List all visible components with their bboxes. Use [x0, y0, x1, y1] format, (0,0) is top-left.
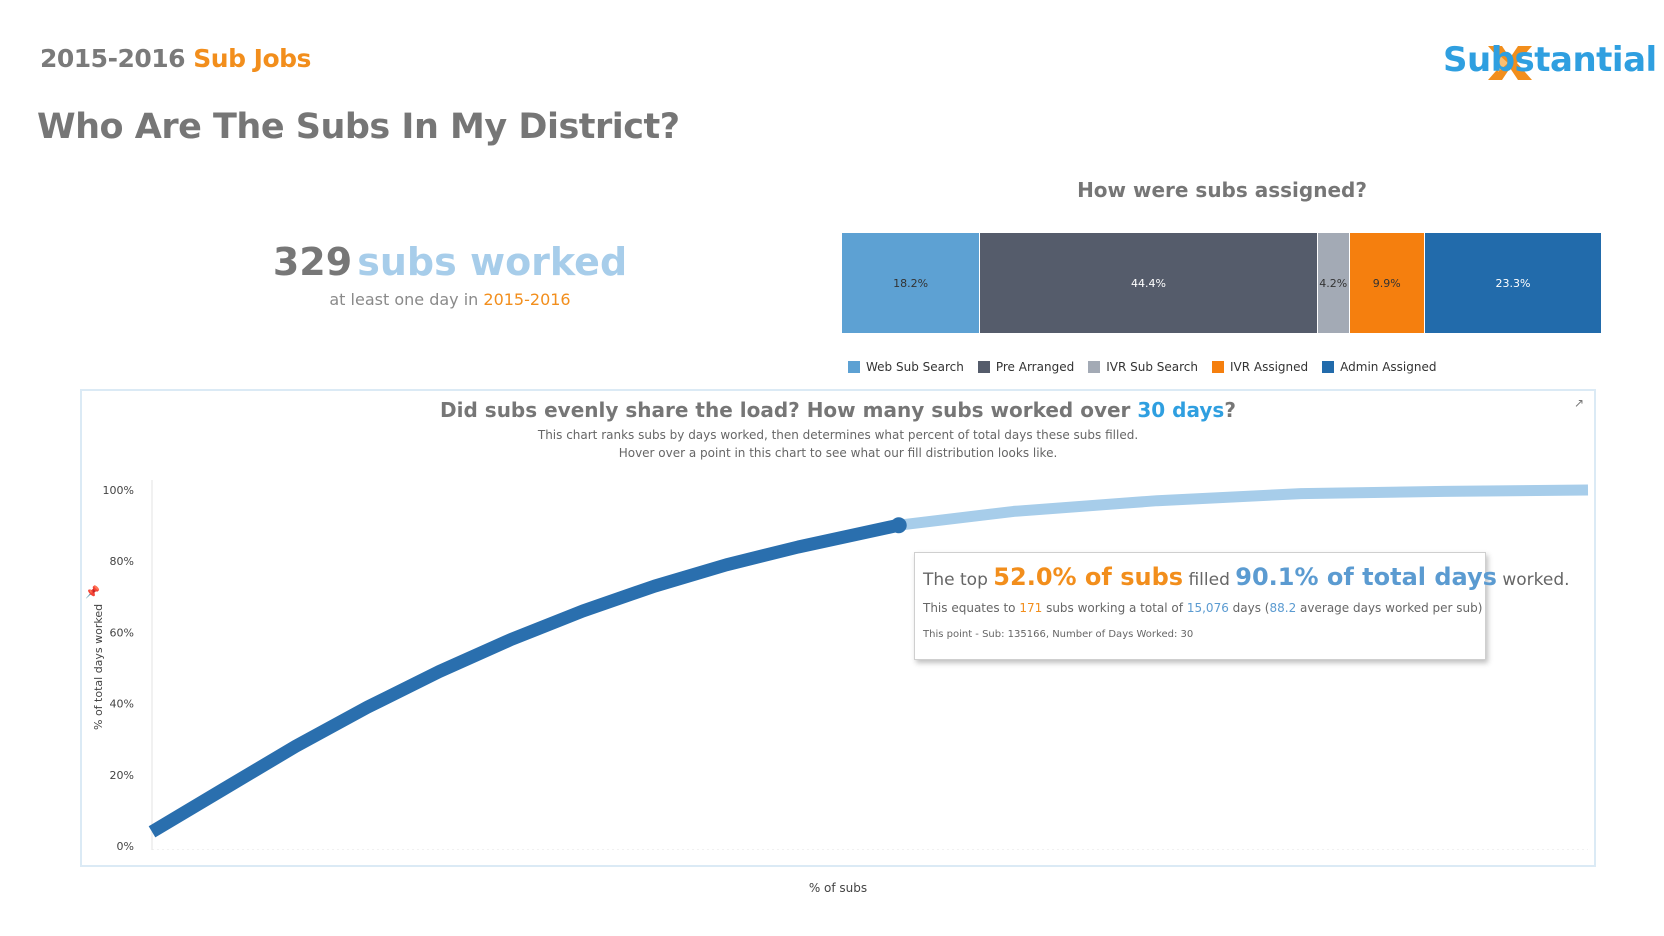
legend-swatch: [1088, 361, 1101, 373]
tooltip-point-info: This point - Sub: 135166, Number of Days…: [923, 629, 1194, 640]
page-title: Who Are The Subs In My District?: [37, 107, 680, 147]
tooltip-headline: The top 52.0% of subs filled 90.1% of to…: [923, 563, 1570, 591]
x-axis-label: % of subs: [808, 881, 868, 895]
y-tick-label: 20%: [110, 769, 134, 782]
load-chart-subtitle-2: Hover over a point in this chart to see …: [618, 446, 1058, 460]
assignment-legend: Web Sub Search Pre Arranged IVR Sub Search…: [848, 360, 1450, 374]
legend-label: Web Sub Search: [866, 360, 964, 374]
legend-item[interactable]: Pre Arranged: [977, 360, 1075, 374]
assignment-stacked-bar: 18.2% 44.4% 4.2% 9.9% 23.3%: [842, 233, 1602, 333]
series-line-remaining: [898, 484, 1589, 531]
series-line-top-subs: [148, 518, 901, 838]
tooltip-sub-count: 171: [1019, 601, 1043, 615]
legend-label: Pre Arranged: [995, 360, 1075, 374]
pin-icon[interactable]: 📌: [85, 585, 100, 599]
legend-label: Admin Assigned: [1340, 360, 1437, 374]
report-name: Sub Jobs: [193, 44, 311, 73]
y-tick-label: 60%: [110, 626, 134, 639]
expand-icon[interactable]: ↗: [1574, 396, 1585, 410]
assignment-segment-ivr-assigned[interactable]: 9.9%: [1349, 233, 1425, 333]
kpi-subtitle: at least one day in 2015-2016: [200, 290, 700, 309]
tooltip-text: average days worked per sub): [1300, 601, 1483, 615]
logo-text: Substantial: [1443, 40, 1657, 80]
highlight-point: [890, 517, 907, 534]
tooltip-text: filled: [1188, 570, 1230, 590]
load-chart-subtitle-1: This chart ranks subs by days worked, th…: [537, 428, 1139, 442]
tooltip-text: worked.: [1502, 570, 1570, 590]
legend-item[interactable]: IVR Sub Search: [1088, 360, 1198, 374]
legend-swatch: [977, 361, 990, 373]
assignment-segment-pre-arranged[interactable]: 44.4%: [980, 233, 1318, 333]
legend-swatch: [848, 361, 860, 373]
legend-swatch: [1211, 361, 1224, 373]
legend-item[interactable]: Web Sub Search: [848, 360, 964, 374]
y-tick-label: 100%: [103, 484, 134, 497]
y-tick-label: 40%: [110, 698, 134, 711]
tooltip-pct-days: 90.1% of total days: [1235, 563, 1497, 591]
tooltip-text: days (: [1232, 601, 1270, 615]
load-chart-title-text: Did subs evenly share the load? How many…: [440, 398, 1131, 422]
kpi-label: subs worked: [357, 240, 628, 284]
chart-tooltip: The top 52.0% of subs filled 90.1% of to…: [914, 552, 1570, 660]
tooltip-text: The top: [923, 570, 988, 590]
legend-item[interactable]: IVR Assigned: [1211, 360, 1309, 374]
assignment-segment-admin-assigned[interactable]: 23.3%: [1424, 233, 1602, 333]
tooltip-detail: This equates to 171 subs working a total…: [923, 601, 1482, 615]
legend-swatch: [1322, 361, 1335, 373]
tooltip-text: subs working a total of: [1046, 601, 1184, 615]
tooltip-text: This equates to: [923, 601, 1016, 615]
load-chart-title: Did subs evenly share the load? How many…: [80, 398, 1596, 422]
tooltip-total-days: 15,076: [1186, 601, 1229, 615]
assignment-chart-title: How were subs assigned?: [1077, 178, 1367, 202]
load-line-chart: 100% 80% 60% 40% 20% 0%: [103, 480, 1589, 850]
load-chart-title-highlight: 30 days: [1137, 398, 1225, 422]
substantial-logo-icon: [1488, 46, 1532, 80]
y-tick-label: 80%: [110, 555, 134, 568]
tooltip-pct-subs: 52.0% of subs: [993, 563, 1184, 591]
kpi-subtitle-year: 2015-2016: [483, 290, 571, 309]
report-year: 2015-2016: [40, 44, 186, 73]
kpi-count: 329: [272, 240, 353, 284]
load-chart-title-suffix: ?: [1224, 398, 1236, 422]
tooltip-avg-days: 88.2: [1269, 601, 1297, 615]
kpi-subtitle-text: at least one day in: [329, 290, 479, 309]
legend-label: IVR Sub Search: [1106, 360, 1198, 374]
y-tick-label: 0%: [117, 840, 134, 850]
assignment-segment-web-sub-search[interactable]: 18.2%: [842, 233, 981, 333]
legend-item[interactable]: Admin Assigned: [1322, 360, 1436, 374]
subs-worked-kpi: 329 subs worked at least one day in 2015…: [200, 240, 700, 309]
legend-label: IVR Assigned: [1229, 360, 1309, 374]
load-chart-panel: [80, 389, 1596, 867]
assignment-segment-ivr-sub-search[interactable]: 4.2%: [1317, 233, 1350, 333]
report-year-heading: 2015-2016 Sub Jobs: [40, 44, 311, 73]
